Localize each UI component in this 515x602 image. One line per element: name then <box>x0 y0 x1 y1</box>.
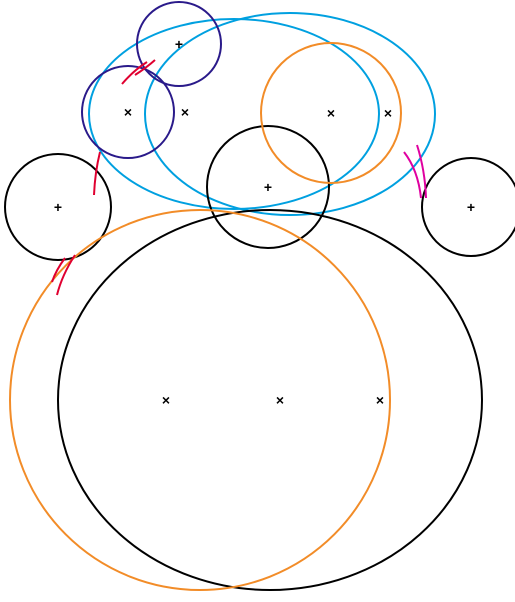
ellipse-black-large <box>58 210 482 590</box>
arc-red-lower-right <box>57 255 75 295</box>
marker-cross: × <box>181 104 189 120</box>
marker-cross: × <box>384 105 392 121</box>
marker-cross: × <box>124 104 132 120</box>
diagram-canvas: + + + + × × × × × × × <box>0 0 515 602</box>
ellipse-cyan-left <box>89 19 379 209</box>
marker-plus: + <box>54 199 62 215</box>
marker-cross: × <box>327 105 335 121</box>
marker-cross: × <box>162 392 170 408</box>
marker-plus: + <box>467 199 475 215</box>
marker-cross: × <box>276 392 284 408</box>
marker-plus: + <box>175 36 183 52</box>
marker-cross: × <box>376 392 384 408</box>
marker-plus: + <box>264 179 272 195</box>
